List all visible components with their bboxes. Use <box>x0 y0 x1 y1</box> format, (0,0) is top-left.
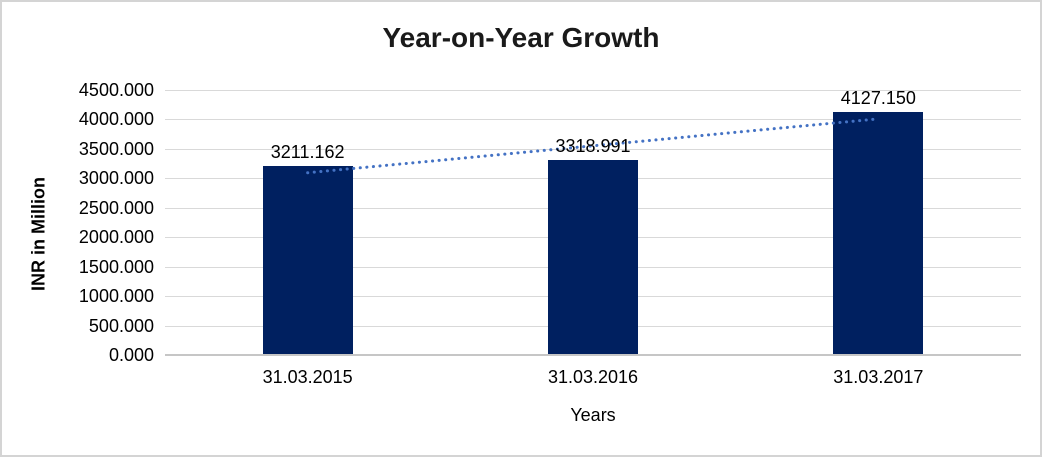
gridline <box>165 119 1021 121</box>
y-tick-label: 0.000 <box>108 345 154 365</box>
plot-area <box>165 90 1021 356</box>
x-axis-title: Years <box>570 405 616 425</box>
x-tick-label: 31.03.2015 <box>262 367 353 387</box>
y-tick-label: 3500.000 <box>78 138 154 159</box>
x-tick-label: 31.03.2017 <box>833 367 924 387</box>
y-tick-label: 2000.000 <box>78 227 154 248</box>
y-tick-label: 1000.000 <box>78 286 154 307</box>
bar <box>833 111 924 355</box>
bar-data-label: 3211.162 <box>270 141 345 162</box>
x-tick-label: 31.03.2016 <box>547 367 639 387</box>
x-axis-line <box>165 354 1021 356</box>
bar-data-label: 4127.150 <box>840 87 916 108</box>
y-tick-label: 3000.000 <box>78 168 154 189</box>
bar <box>548 159 638 355</box>
y-tick-label: 1500.000 <box>78 256 154 277</box>
y-tick-label: 4500.000 <box>78 80 154 100</box>
chart-title: Year-on-Year Growth <box>382 22 660 53</box>
gridline <box>165 148 1021 150</box>
bar <box>262 165 353 355</box>
gridline <box>165 90 1021 91</box>
y-tick-label: 2500.000 <box>78 197 154 218</box>
y-tick-label: 4000.000 <box>78 109 154 130</box>
y-tick-label: 500.000 <box>88 315 154 336</box>
bar-data-label: 3318.991 <box>555 135 631 156</box>
trendline <box>306 117 880 175</box>
